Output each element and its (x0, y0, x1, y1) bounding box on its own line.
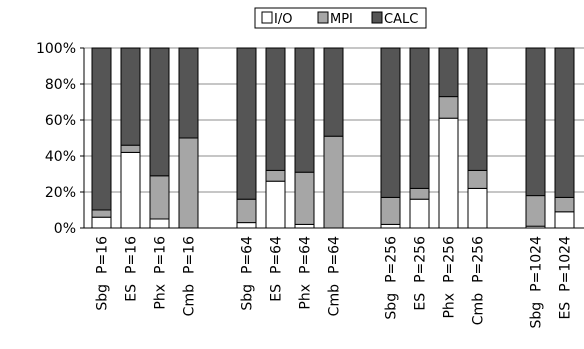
bar-i-o (294, 223, 315, 229)
bar-calc (91, 47, 112, 211)
bar-i-o (236, 222, 257, 229)
x-category-label: SbgP=64 (240, 236, 256, 311)
bar-mpi (120, 144, 141, 153)
y-tick-label: 60% (45, 113, 76, 129)
bar-mpi (149, 175, 170, 220)
bar-calc (409, 47, 430, 189)
bar-mpi (294, 171, 315, 225)
bar-calc (149, 47, 170, 177)
bar-calc (236, 47, 257, 200)
y-tick-label: 100% (36, 41, 76, 57)
x-category-label: CmbP=256 (471, 236, 487, 325)
x-category-label: SbgP=16 (95, 236, 111, 311)
bar-mpi (438, 96, 459, 119)
legend-swatch (317, 11, 329, 24)
x-category-label: ESP=16 (124, 236, 140, 302)
x-category-label: PhxP=16 (153, 236, 169, 310)
x-category-label: ESP=1024 (558, 236, 574, 320)
x-category-label: SbgP=1024 (529, 236, 545, 329)
x-category-label: ESP=256 (413, 236, 429, 311)
bar-calc (265, 47, 286, 171)
bar-calc (554, 47, 575, 198)
legend-box (254, 7, 427, 29)
bar-calc (120, 47, 141, 146)
bar-i-o (409, 198, 430, 229)
bar-calc (467, 47, 488, 171)
bar-calc (380, 47, 401, 198)
x-category-label: PhxP=256 (442, 236, 458, 319)
legend-label: I/O (274, 12, 292, 27)
bar-calc (323, 47, 344, 137)
bar-calc (438, 47, 459, 98)
y-tick-label: 40% (45, 149, 76, 165)
legend-label: CALC (384, 12, 418, 27)
bar-calc (178, 47, 199, 139)
y-tick-label: 20% (45, 185, 76, 201)
bar-i-o (149, 218, 170, 229)
bar-calc (294, 47, 315, 173)
bar-mpi (91, 209, 112, 218)
bar-calc (525, 47, 546, 197)
x-category-label: SbgP=256 (384, 236, 400, 320)
bar-i-o (554, 211, 575, 229)
x-category-label: PhxP=64 (298, 236, 314, 310)
bars (91, 47, 575, 229)
legend: I/O MPI CALC (254, 7, 427, 29)
legend-swatch (261, 11, 273, 24)
bar-i-o (380, 223, 401, 229)
bar-mpi (525, 195, 546, 227)
y-tick-label: 80% (45, 77, 76, 93)
bar-mpi (236, 198, 257, 224)
legend-label: MPI (330, 12, 353, 27)
legend-swatch (371, 11, 383, 24)
x-axis-labels: SbgP=16 ESP=16 PhxP=16 CmbP=16 SbgP=64 ESP=64… (95, 236, 574, 329)
y-axis-ticks: 0% 20% 40% 60% 80% 100% (36, 41, 84, 237)
bar-i-o (467, 187, 488, 229)
x-category-label: CmbP=16 (182, 236, 198, 316)
bar-mpi (467, 169, 488, 189)
axes (83, 48, 584, 229)
bar-i-o (438, 117, 459, 229)
x-category-label: CmbP=64 (327, 236, 343, 316)
bar-mpi (554, 196, 575, 213)
bar-i-o (265, 180, 286, 229)
y-tick-label: 0% (54, 221, 76, 237)
bar-mpi (178, 137, 199, 229)
bar-mpi (323, 135, 344, 229)
bar-mpi (409, 187, 430, 200)
bar-i-o (91, 216, 112, 229)
x-category-label: ESP=64 (269, 236, 285, 302)
bar-i-o (120, 151, 141, 229)
bar-mpi (380, 196, 401, 225)
bar-mpi (265, 169, 286, 182)
